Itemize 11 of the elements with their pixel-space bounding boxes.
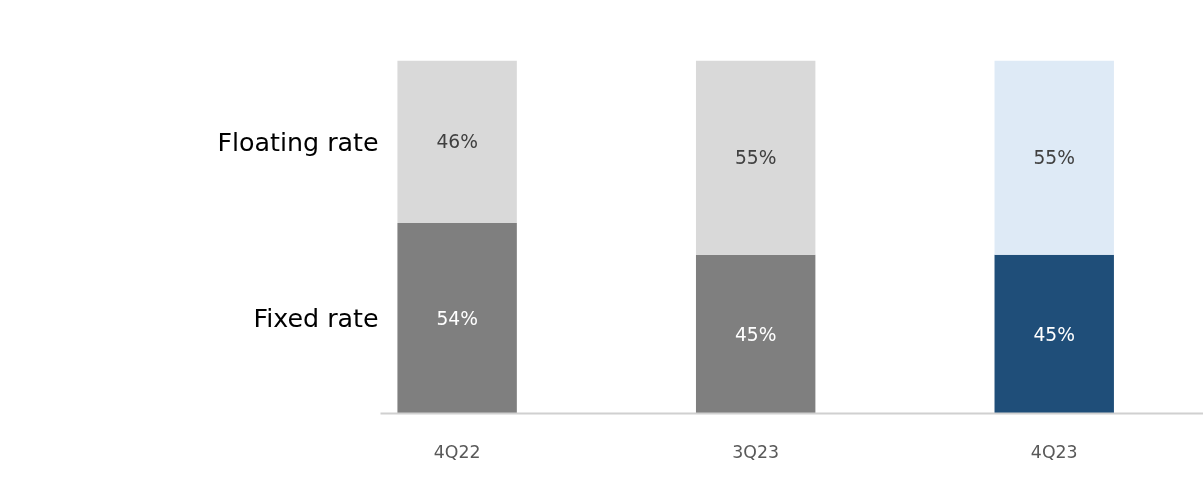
data-label: 54% — [436, 307, 478, 329]
series-label: Floating rate — [217, 126, 379, 157]
data-label: 55% — [734, 147, 777, 169]
x-tick-label: 4Q23 — [1030, 441, 1078, 462]
x-tick-label: 4Q22 — [433, 441, 481, 462]
data-label: 45% — [734, 323, 777, 345]
x-tick-label: 3Q23 — [732, 441, 780, 462]
series-label: Fixed rate — [253, 303, 379, 334]
data-label: 46% — [436, 131, 478, 153]
data-label: 45% — [1033, 323, 1075, 345]
data-label: 55% — [1033, 147, 1075, 169]
